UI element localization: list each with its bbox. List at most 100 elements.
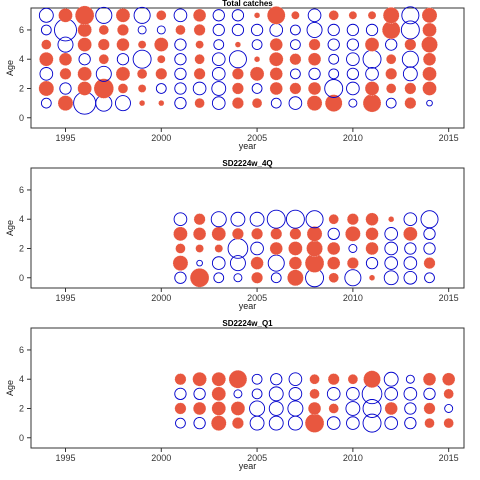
- negative-residual-bubble: [193, 387, 206, 400]
- panel-sd2224w-q1: SD2224w_Q1 1995 2000 2005 2010 2015 0 2 4 6 year Ag…: [5, 319, 465, 471]
- x-tick-label: 1995: [55, 453, 75, 463]
- positive-residual-bubble: [211, 401, 226, 416]
- negative-residual-bubble: [305, 210, 324, 229]
- x-tick-label: 2010: [343, 293, 363, 303]
- positive-residual-bubble: [116, 38, 130, 52]
- negative-residual-bubble: [307, 8, 322, 23]
- positive-residual-bubble: [234, 41, 241, 48]
- positive-residual-bubble: [289, 82, 302, 95]
- plot-frame: [30, 167, 465, 289]
- negative-residual-bubble: [211, 256, 226, 270]
- negative-residual-bubble: [423, 242, 436, 255]
- negative-residual-bubble: [132, 49, 152, 69]
- positive-residual-bubble: [250, 256, 264, 270]
- positive-residual-bubble: [309, 388, 320, 399]
- bubble-layer: [38, 5, 438, 115]
- positive-residual-bubble: [192, 372, 207, 387]
- y-axis-label: Age: [5, 60, 15, 76]
- positive-residual-bubble: [214, 244, 223, 253]
- positive-residual-bubble: [365, 227, 379, 241]
- positive-residual-bubble: [384, 401, 398, 416]
- x-tick-label: 2015: [439, 293, 459, 303]
- negative-residual-bubble: [401, 50, 419, 68]
- negative-residual-bubble: [384, 227, 399, 241]
- negative-residual-bubble: [423, 387, 436, 400]
- negative-residual-bubble: [39, 67, 54, 81]
- x-tick-label: 2010: [343, 453, 363, 463]
- negative-residual-bubble: [268, 386, 284, 402]
- negative-residual-bubble: [155, 83, 167, 94]
- positive-residual-bubble: [232, 97, 244, 110]
- positive-residual-bubble: [288, 241, 303, 256]
- y-tick-label: 2: [19, 403, 24, 413]
- negative-residual-bubble: [212, 9, 225, 22]
- positive-residual-bubble: [155, 67, 168, 80]
- x-axis-label: year: [239, 461, 257, 471]
- negative-residual-bubble: [211, 96, 226, 110]
- positive-residual-bubble: [365, 212, 379, 226]
- negative-residual-bubble: [423, 227, 436, 240]
- negative-residual-bubble: [212, 23, 225, 37]
- negative-residual-bubble: [346, 52, 360, 67]
- positive-residual-bubble: [308, 38, 321, 51]
- positive-residual-bubble: [58, 8, 73, 23]
- negative-residual-bubble: [175, 417, 186, 429]
- positive-residual-bubble: [306, 95, 323, 111]
- negative-residual-bubble: [403, 270, 418, 285]
- negative-residual-bubble: [384, 256, 399, 270]
- negative-residual-bubble: [345, 401, 361, 416]
- positive-residual-bubble: [327, 373, 340, 386]
- positive-residual-bubble: [75, 5, 95, 25]
- negative-residual-bubble: [346, 81, 360, 96]
- negative-residual-bubble: [270, 97, 282, 109]
- negative-residual-bubble: [174, 67, 187, 80]
- negative-residual-bubble: [213, 272, 225, 284]
- positive-residual-bubble: [254, 12, 261, 19]
- positive-residual-bubble: [115, 8, 131, 23]
- positive-residual-bubble: [173, 226, 188, 242]
- positive-residual-bubble: [117, 24, 129, 36]
- positive-residual-bubble: [228, 370, 248, 389]
- positive-residual-bubble: [232, 67, 244, 80]
- positive-residual-bubble: [269, 81, 283, 96]
- y-tick-label: 2: [19, 83, 24, 93]
- negative-residual-bubble: [328, 68, 340, 80]
- positive-residual-bubble: [77, 81, 92, 96]
- negative-residual-bubble: [174, 96, 187, 110]
- negative-residual-bubble: [346, 387, 360, 401]
- negative-residual-bubble: [384, 241, 399, 256]
- positive-residual-bubble: [368, 274, 376, 281]
- negative-residual-bubble: [404, 242, 417, 255]
- positive-residual-bubble: [57, 95, 74, 111]
- negative-residual-bubble: [404, 402, 417, 415]
- positive-residual-bubble: [404, 38, 417, 51]
- positive-residual-bubble: [288, 256, 302, 270]
- negative-residual-bubble: [116, 53, 130, 66]
- negative-residual-bubble: [250, 23, 264, 37]
- negative-residual-bubble: [211, 52, 226, 67]
- y-tick-label: 6: [19, 25, 24, 35]
- negative-residual-bubble: [385, 97, 397, 109]
- positive-residual-bubble: [59, 67, 72, 80]
- positive-residual-bubble: [309, 374, 320, 385]
- y-axis-label: Age: [5, 220, 15, 236]
- positive-residual-bubble: [291, 11, 300, 20]
- panel-sd2224w-4q: SD2224w_4Q 1995 2000 2005 2010 2015 0 2 4 6 year Ag…: [5, 159, 465, 311]
- positive-residual-bubble: [193, 67, 206, 80]
- negative-residual-bubble: [324, 79, 344, 98]
- positive-residual-bubble: [93, 78, 114, 99]
- negative-residual-bubble: [267, 254, 285, 272]
- negative-residual-bubble: [137, 25, 147, 35]
- y-tick-label: 4: [19, 214, 24, 224]
- positive-residual-bubble: [172, 255, 189, 271]
- bubble-layer: [174, 370, 456, 433]
- positive-residual-bubble: [251, 271, 263, 284]
- negative-residual-bubble: [426, 99, 433, 107]
- positive-residual-bubble: [211, 415, 227, 431]
- positive-residual-bubble: [388, 216, 395, 223]
- positive-residual-bubble: [175, 24, 186, 36]
- negative-residual-bubble: [229, 255, 246, 272]
- positive-residual-bubble: [289, 53, 302, 66]
- negative-residual-bubble: [174, 82, 187, 95]
